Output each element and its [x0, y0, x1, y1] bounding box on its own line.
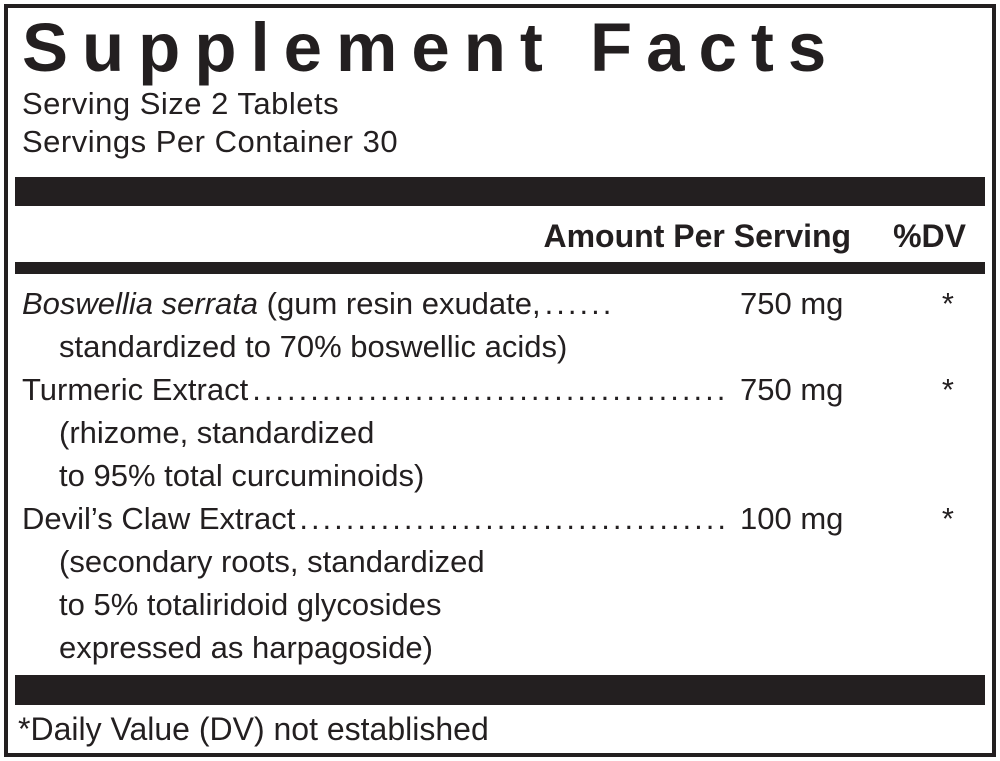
divider-thick-top	[15, 177, 985, 206]
ingredient-dv-asterisk: *	[941, 501, 954, 536]
ingredient-name: Turmeric Extract	[22, 372, 249, 407]
ingredient-row-devils-claw: Devil’s Claw Extract ...................…	[22, 497, 978, 669]
ingredient-name: Boswellia serrata (gum resin exudate,	[22, 282, 541, 325]
ingredient-line: Turmeric Extract .......................…	[22, 368, 978, 411]
ingredient-row-boswellia: Boswellia serrata (gum resin exudate, ..…	[22, 282, 978, 368]
ingredient-row-turmeric: Turmeric Extract .......................…	[22, 368, 978, 497]
ingredient-subline: expressed as harpagoside)	[59, 630, 433, 665]
divider-thin	[15, 262, 985, 274]
serving-size: Serving Size 2 Tablets	[22, 86, 340, 121]
ingredient-line: Devil’s Claw Extract ...................…	[22, 497, 978, 540]
daily-value-footnote: *Daily Value (DV) not established	[18, 711, 489, 747]
ingredient-dv-asterisk: *	[941, 372, 954, 407]
ingredient-list: Boswellia serrata (gum resin exudate, ..…	[8, 274, 992, 669]
ingredient-subline: to 95% total curcuminoids)	[59, 458, 425, 493]
ingredient-latin-name: Boswellia serrata	[22, 286, 259, 321]
ingredient-name: Devil’s Claw Extract	[22, 501, 296, 536]
panel-title: Supplement Facts	[22, 9, 841, 86]
amount-per-serving-header: Amount Per Serving	[543, 218, 852, 254]
ingredient-subline: to 5% totaliridoid glycosides	[59, 587, 442, 622]
divider-thick-bottom	[15, 675, 985, 705]
ingredient-amount: 100 mg	[740, 501, 844, 536]
dot-leader: ......	[544, 286, 615, 321]
ingredient-subline: (secondary roots, standardized	[59, 544, 485, 579]
ingredient-dv-asterisk: *	[941, 286, 954, 321]
servings-per-container: Servings Per Container 30	[22, 124, 399, 159]
dot-leader: ........................................…	[252, 372, 729, 407]
ingredient-line: Boswellia serrata (gum resin exudate, ..…	[22, 282, 978, 325]
ingredient-subline: (rhizome, standardized	[59, 415, 375, 450]
percent-dv-header: %DV	[893, 218, 966, 254]
ingredient-subline: standardized to 70% boswellic acids)	[59, 329, 568, 364]
dot-leader: .....................................	[299, 501, 730, 536]
supplement-facts-panel: Supplement Facts Serving Size 2 Tablets …	[4, 4, 996, 757]
ingredient-name-detail: (gum resin exudate,	[258, 286, 541, 321]
panel-header: Supplement Facts Serving Size 2 Tablets …	[8, 8, 992, 161]
ingredient-amount: 750 mg	[740, 286, 844, 321]
ingredient-amount: 750 mg	[740, 372, 844, 407]
column-header-row: Amount Per Serving %DV	[8, 206, 992, 262]
